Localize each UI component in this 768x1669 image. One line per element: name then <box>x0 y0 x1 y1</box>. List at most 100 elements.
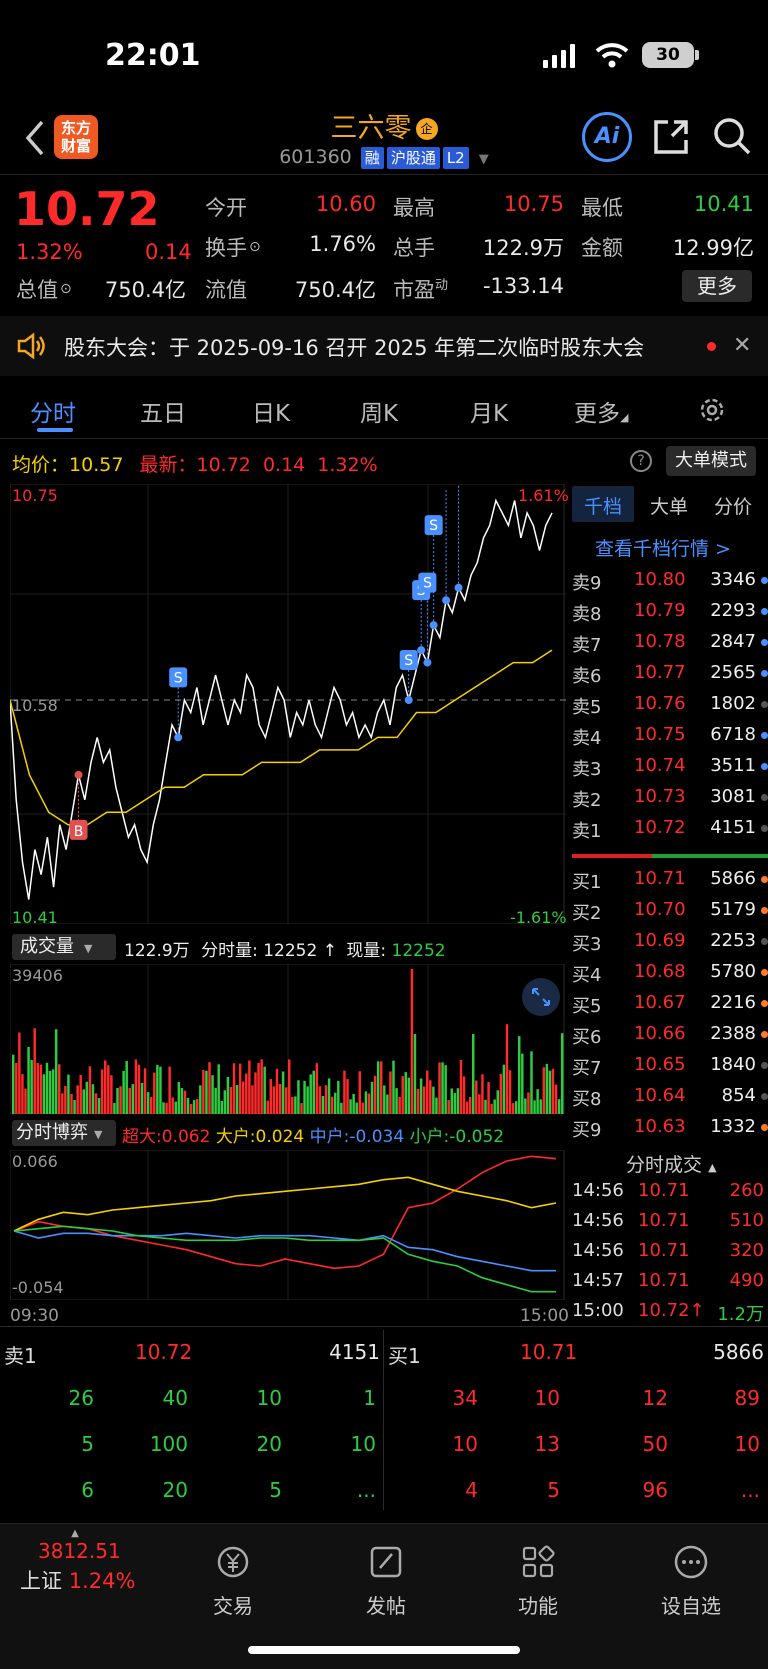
pe-dynamic-sup: 动 <box>435 278 449 293</box>
ai-button[interactable]: Ai <box>582 112 632 162</box>
volume-bar <box>291 1097 294 1114</box>
tab-weekly-k[interactable]: 周K <box>360 401 399 427</box>
tab-monthly-k[interactable]: 月K <box>470 401 509 427</box>
ask-level-row[interactable]: 卖1 10.72 4151 <box>572 813 768 844</box>
bid-level-row[interactable]: 买8 10.64 854 <box>572 1081 768 1112</box>
nav-post[interactable]: 发帖 <box>336 1544 436 1619</box>
trades-title[interactable]: 分时成交 ▲ <box>626 1150 717 1177</box>
volume-bar <box>275 1068 279 1114</box>
volume-bar <box>284 1087 288 1114</box>
bid-level-row[interactable]: 买3 10.69 2253 <box>572 926 768 957</box>
volume-bar <box>505 1024 509 1114</box>
bid-level-row[interactable]: 买1 10.71 5866 <box>572 864 768 895</box>
volume-bar <box>294 1096 297 1114</box>
ask-level-row[interactable]: 卖6 10.77 2565 <box>572 658 768 689</box>
bid-level-row[interactable]: 买2 10.70 5179 <box>572 895 768 926</box>
turnover-label-text: 换手 <box>205 236 247 260</box>
tab-big-order[interactable]: 大单 <box>650 496 689 518</box>
volume-bar <box>468 1096 472 1114</box>
share-icon[interactable] <box>652 116 692 156</box>
up-triangle-icon: ▲ <box>71 1528 79 1539</box>
bid-level-volume: 2388 <box>710 1023 756 1044</box>
tab-intraday[interactable]: 分时 <box>30 401 76 427</box>
more-dots-icon <box>674 1545 708 1579</box>
bid-level-row[interactable]: 买5 10.67 2216 <box>572 988 768 1019</box>
buy-order-cell: 10 <box>452 1432 478 1456</box>
tab-depth[interactable]: 千档 <box>584 496 623 518</box>
volume-bar <box>441 1062 444 1114</box>
search-icon[interactable] <box>712 116 752 156</box>
ask-level-row[interactable]: 卖5 10.76 1802 <box>572 689 768 720</box>
y-bottom-label: 10.41 <box>12 908 58 927</box>
nav-functions[interactable]: 功能 <box>488 1544 588 1619</box>
more-button[interactable]: 更多 <box>682 270 752 302</box>
stock-code: 601360 <box>279 146 352 168</box>
volume-bar <box>251 1085 254 1114</box>
sell-order-cell: 10 <box>350 1432 376 1456</box>
bid-level-row[interactable]: 买4 10.68 5780 <box>572 957 768 988</box>
volume-indicator-select[interactable]: 成交量 ▼ <box>12 934 116 960</box>
nav-add-watchlist[interactable]: 设自选 <box>641 1544 741 1619</box>
nav-add-watchlist-label: 设自选 <box>661 1594 721 1618</box>
volume-bar <box>174 1101 177 1114</box>
ask-level-row[interactable]: 卖9 10.80 3346 <box>572 565 768 596</box>
expand-icon[interactable] <box>522 978 560 1016</box>
game-indicator-select[interactable]: 分时博弈 ▼ <box>12 1120 116 1146</box>
game-indicator-label: 分时博弈 <box>16 1122 88 1143</box>
big-order-mode-button[interactable]: 大单模式 <box>666 446 756 476</box>
ask-level-row[interactable]: 卖3 10.74 3511 <box>572 751 768 782</box>
ask-level-price: 10.72 <box>634 817 686 838</box>
dropdown-triangle-icon: ▼ <box>478 152 489 167</box>
intraday-price-chart[interactable]: BSSSSSS <box>10 484 566 924</box>
volume-bar <box>281 1071 285 1114</box>
volume-total: 122.9万 <box>124 941 190 961</box>
volume-bar <box>364 1091 368 1114</box>
level-dot <box>761 608 768 615</box>
volume-bar <box>217 1064 220 1114</box>
ask-level-volume: 1802 <box>710 693 756 714</box>
volume-bar <box>153 1072 156 1114</box>
volume-bar <box>24 1088 27 1114</box>
back-arrow-icon[interactable] <box>20 118 50 158</box>
bid-level-row[interactable]: 买9 10.63 1332 <box>572 1112 768 1143</box>
help-icon[interactable]: ? <box>630 450 652 472</box>
up-arrow: ↑ <box>322 941 337 961</box>
tab-daily-k[interactable]: 日K <box>252 401 291 427</box>
bid-level-label: 买1 <box>572 872 602 893</box>
sell-marker-letter: S <box>174 670 183 686</box>
volume-bar <box>447 1100 450 1114</box>
volume-bar <box>306 1086 309 1114</box>
ask-level-row[interactable]: 卖2 10.73 3081 <box>572 782 768 813</box>
ask-level-price: 10.80 <box>634 569 686 590</box>
bid-level-row[interactable]: 买6 10.66 2388 <box>572 1019 768 1050</box>
ask-level-row[interactable]: 卖7 10.78 2847 <box>572 627 768 658</box>
trades-title-text: 分时成交 <box>626 1154 703 1176</box>
turnover-label[interactable]: 换手 ⊙ <box>205 232 261 262</box>
notice-bar[interactable] <box>0 316 768 376</box>
bid-level-row[interactable]: 买7 10.65 1840 <box>572 1050 768 1081</box>
buy-order-cell: 96 <box>642 1478 668 1502</box>
volume-bar <box>542 1067 545 1114</box>
volume-bar <box>527 1092 530 1114</box>
tab-price-dist[interactable]: 分价 <box>714 496 753 518</box>
tab-more[interactable]: 更多◢ <box>574 394 628 428</box>
nav-trade[interactable]: 交易 <box>183 1544 283 1619</box>
volume-bar <box>401 1076 404 1114</box>
index-ticker[interactable]: ▲ 3812.51 上证 1.24% <box>20 1528 160 1595</box>
bid-level-label: 买6 <box>572 1027 602 1048</box>
info-icon: ⊙ <box>60 281 72 297</box>
market-cap-value: 750.4亿 <box>104 278 186 302</box>
tab-five-day[interactable]: 五日 <box>140 401 186 427</box>
market-cap-label[interactable]: 总值 ⊙ <box>16 274 72 304</box>
level-dot <box>761 938 768 945</box>
high-value: 10.75 <box>503 192 564 216</box>
settings-gear-icon[interactable] <box>697 395 727 425</box>
stock-code-row[interactable]: 601360 融沪股通 L2 ▼ <box>0 146 768 169</box>
ask-level-price: 10.73 <box>634 786 686 807</box>
ask-level-row[interactable]: 卖8 10.79 2293 <box>572 596 768 627</box>
tag-l2: L2 <box>442 147 469 169</box>
trade-volume: 260 <box>729 1180 764 1201</box>
ask-level-row[interactable]: 卖4 10.75 6718 <box>572 720 768 751</box>
close-icon[interactable]: ✕ <box>733 333 752 358</box>
depth-link[interactable]: 查看千档行情 > <box>595 538 731 560</box>
